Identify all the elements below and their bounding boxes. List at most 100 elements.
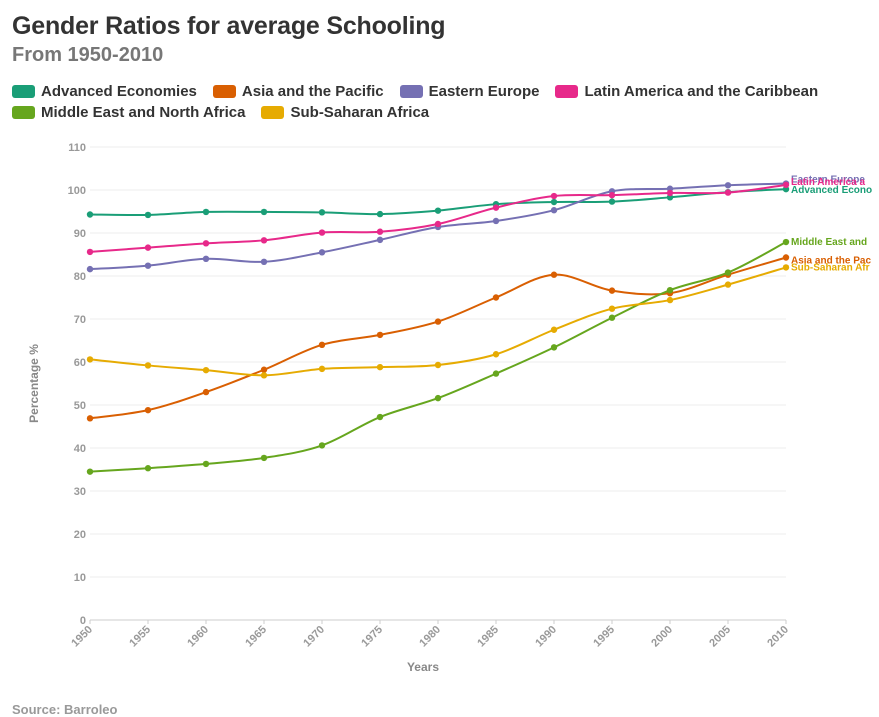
legend-swatch (12, 106, 35, 119)
legend-label: Advanced Economies (41, 83, 197, 100)
data-point (86, 468, 94, 475)
data-point (434, 361, 442, 369)
x-axis-label: Years (407, 660, 439, 674)
data-point (144, 465, 152, 472)
legend: Advanced Economies Asia and the Pacific … (12, 81, 872, 123)
x-tick-label: 1960 (185, 624, 211, 650)
data-point (86, 356, 94, 363)
data-point (492, 351, 500, 358)
data-point (492, 204, 500, 211)
y-tick-label: 20 (74, 529, 86, 541)
y-tick-label: 0 (80, 615, 86, 627)
legend-swatch (399, 85, 423, 98)
data-point (608, 305, 616, 312)
data-point (144, 362, 152, 369)
x-tick-label: 1995 (591, 624, 617, 650)
y-tick-label: 90 (74, 228, 86, 240)
legend-item-advanced-economies[interactable]: Advanced Economies (12, 83, 197, 100)
chart-title: Gender Ratios for average Schooling (12, 12, 446, 40)
legend-row: Middle East and North Africa Sub-Saharan… (12, 102, 872, 123)
legend-item-latin-america[interactable]: Latin America and the Caribbean (555, 83, 818, 100)
data-point (260, 366, 268, 373)
data-point (608, 314, 616, 321)
x-tick-label: 1950 (69, 624, 95, 650)
data-point (666, 286, 674, 294)
data-point (144, 244, 152, 251)
legend-label: Asia and the Pacific (241, 83, 384, 100)
x-tick-label: 1990 (533, 624, 559, 650)
data-point (318, 341, 326, 348)
data-point (144, 262, 152, 269)
data-point (318, 249, 326, 256)
legend-item-eastern-europe[interactable]: Eastern Europe (399, 83, 540, 100)
data-point (550, 271, 558, 278)
legend-label: Latin America and the Caribbean (584, 83, 819, 100)
data-point (434, 394, 442, 402)
data-point (434, 318, 442, 325)
data-point (318, 442, 326, 449)
data-point (86, 265, 94, 273)
data-point (492, 294, 500, 301)
data-point (144, 211, 152, 219)
x-tick-label: 1970 (301, 624, 327, 650)
data-point (202, 240, 210, 247)
data-point (782, 238, 790, 246)
data-point (550, 198, 558, 206)
data-point (260, 258, 268, 266)
chart-subtitle: From 1950-2010 (12, 44, 164, 66)
data-point (724, 189, 732, 196)
x-tick-label: 2000 (649, 624, 675, 650)
data-point (608, 198, 616, 205)
series-end-label: Middle East and (791, 237, 867, 248)
series-line-1 (89, 256, 787, 420)
series-end-label: Sub-Saharan Afr (791, 262, 870, 273)
legend-swatch (261, 106, 285, 119)
x-tick-label: 1980 (417, 624, 443, 650)
legend-label: Middle East and North Africa (41, 104, 246, 121)
data-point (318, 365, 326, 373)
series-end-label: Eastern Europe (791, 175, 865, 186)
data-point (260, 454, 268, 462)
series-end-label: Latin America a (791, 177, 866, 188)
legend-item-asia-pacific[interactable]: Asia and the Pacific (212, 83, 384, 100)
x-tick-label: 1955 (127, 624, 153, 650)
data-point (724, 182, 732, 189)
data-point (202, 460, 210, 468)
legend-label: Eastern Europe (428, 83, 540, 100)
data-point (318, 229, 326, 236)
data-point (666, 189, 674, 197)
data-point (202, 388, 210, 396)
data-point (318, 209, 326, 216)
x-tick-label: 1965 (243, 624, 269, 650)
x-tick-label: 1985 (475, 624, 501, 650)
data-point (782, 264, 790, 271)
y-tick-label: 100 (68, 185, 86, 197)
data-point (202, 208, 210, 216)
data-point (724, 281, 732, 288)
legend-item-sub-saharan[interactable]: Sub-Saharan Africa (261, 104, 429, 121)
data-point (608, 191, 616, 199)
data-point (376, 228, 384, 235)
data-point (724, 269, 732, 276)
y-tick-label: 70 (74, 314, 86, 326)
data-point (376, 331, 384, 339)
data-point (550, 326, 558, 333)
data-point (550, 192, 558, 200)
data-point (782, 254, 790, 261)
x-tick-label: 2010 (765, 624, 791, 650)
legend-swatch (212, 85, 236, 98)
legend-item-middle-east[interactable]: Middle East and North Africa (12, 104, 245, 121)
y-tick-label: 50 (74, 400, 86, 412)
data-point (86, 415, 94, 422)
data-point (434, 220, 442, 228)
data-point (376, 363, 384, 371)
data-point (144, 406, 152, 414)
data-point (260, 237, 268, 244)
series-end-label: Asia and the Pac (791, 256, 871, 267)
data-point (550, 344, 558, 351)
legend-label: Sub-Saharan Africa (290, 104, 430, 121)
y-tick-label: 60 (74, 357, 86, 369)
x-tick-label: 1975 (359, 624, 385, 650)
legend-swatch (12, 85, 35, 98)
